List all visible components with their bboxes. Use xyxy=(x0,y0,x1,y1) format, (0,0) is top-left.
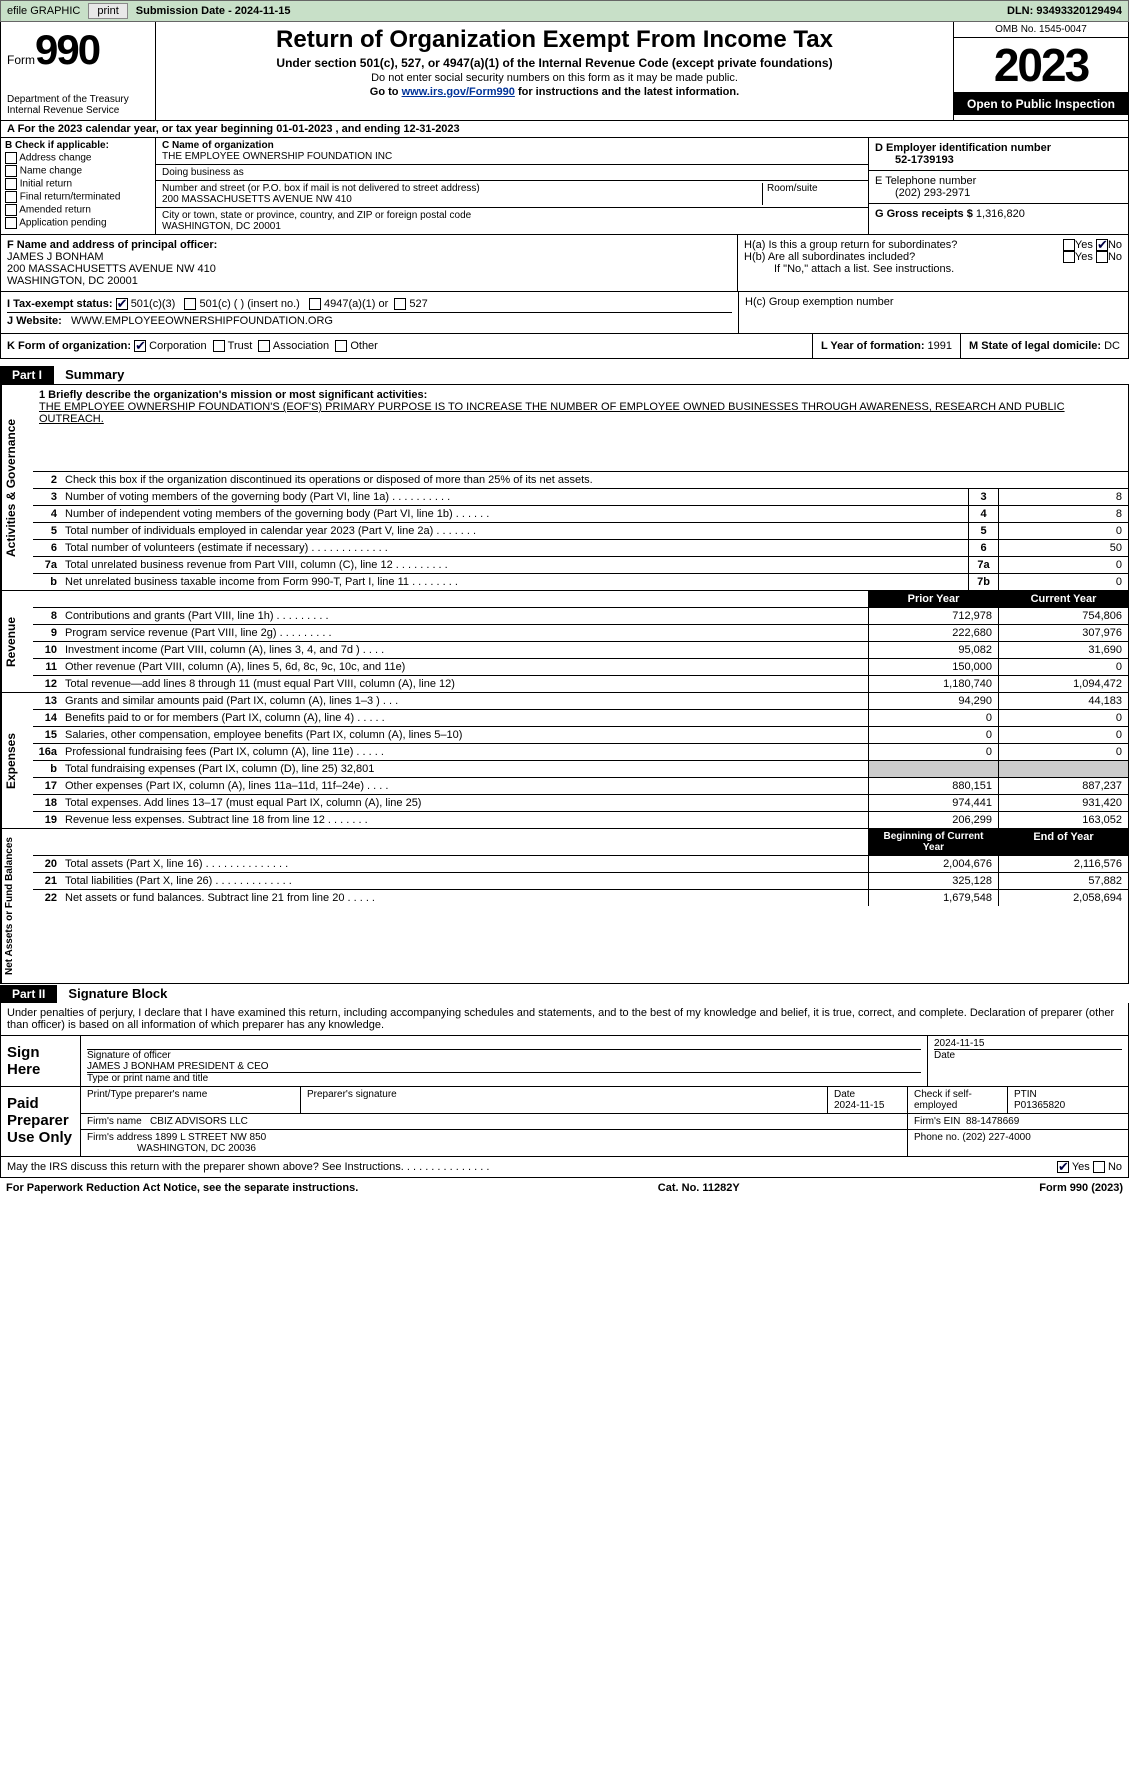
expenses-section: Expenses 13Grants and similar amounts pa… xyxy=(0,693,1129,829)
org-name: THE EMPLOYEE OWNERSHIP FOUNDATION INC xyxy=(162,151,862,162)
part-1-header: Part I Summary xyxy=(0,365,1129,384)
checkbox-4947[interactable] xyxy=(309,298,321,310)
summary-row: 13Grants and similar amounts paid (Part … xyxy=(33,693,1128,710)
sign-date: 2024-11-15 xyxy=(934,1038,1122,1050)
dln: DLN: 93493320129494 xyxy=(1007,5,1122,17)
submission-date: Submission Date - 2024-11-15 xyxy=(136,5,291,17)
summary-row: 21Total liabilities (Part X, line 26) . … xyxy=(33,873,1128,890)
page-title: Return of Organization Exempt From Incom… xyxy=(162,26,947,54)
checkbox-icon[interactable] xyxy=(5,178,17,190)
website-url: WWW.EMPLOYEEOWNERSHIPFOUNDATION.ORG xyxy=(71,315,333,327)
gross-receipts: 1,316,820 xyxy=(976,208,1025,220)
dept-treasury: Department of the Treasury Internal Reve… xyxy=(7,94,149,116)
summary-row: 19Revenue less expenses. Subtract line 1… xyxy=(33,812,1128,828)
org-address: 200 MASSACHUSETTS AVENUE NW 410 xyxy=(162,194,762,205)
section-f-h: F Name and address of principal officer:… xyxy=(0,235,1129,292)
firm-name: CBIZ ADVISORS LLC xyxy=(150,1116,248,1127)
form-number-box: Form990 Department of the Treasury Inter… xyxy=(1,22,156,120)
summary-row: 3Number of voting members of the governi… xyxy=(33,489,1128,506)
year-formation: 1991 xyxy=(928,340,952,352)
paid-preparer-block: Paid Preparer Use Only Print/Type prepar… xyxy=(0,1087,1129,1157)
org-city: WASHINGTON, DC 20001 xyxy=(162,221,862,232)
summary-row: 12Total revenue—add lines 8 through 11 (… xyxy=(33,676,1128,692)
efile-label: efile GRAPHIC xyxy=(7,5,80,17)
summary-row: 4Number of independent voting members of… xyxy=(33,506,1128,523)
box-f: F Name and address of principal officer:… xyxy=(1,235,738,291)
summary-row: 8Contributions and grants (Part VIII, li… xyxy=(33,608,1128,625)
checkbox-discuss-yes[interactable] xyxy=(1057,1161,1069,1173)
summary-row: 5Total number of individuals employed in… xyxy=(33,523,1128,540)
summary-row: 9Program service revenue (Part VIII, lin… xyxy=(33,625,1128,642)
summary-row: 7aTotal unrelated business revenue from … xyxy=(33,557,1128,574)
irs-link[interactable]: www.irs.gov/Form990 xyxy=(402,86,515,98)
ptin: P01365820 xyxy=(1014,1100,1065,1111)
checkbox-row: Final return/terminated xyxy=(5,191,151,203)
checkbox-hb-no[interactable] xyxy=(1096,251,1108,263)
ein: 52-1739193 xyxy=(875,154,1122,166)
checkbox-row: Application pending xyxy=(5,217,151,229)
discuss-row: May the IRS discuss this return with the… xyxy=(0,1157,1129,1178)
tax-year-period: A For the 2023 calendar year, or tax yea… xyxy=(0,121,1129,138)
year-box: OMB No. 1545-0047 2023 Open to Public In… xyxy=(953,22,1128,120)
perjury-statement: Under penalties of perjury, I declare th… xyxy=(0,1003,1129,1036)
checkbox-icon[interactable] xyxy=(5,217,17,229)
checkbox-icon[interactable] xyxy=(5,152,17,164)
summary-row: bNet unrelated business taxable income f… xyxy=(33,574,1128,590)
officer-name: JAMES J BONHAM xyxy=(7,251,731,263)
summary-row: bTotal fundraising expenses (Part IX, co… xyxy=(33,761,1128,778)
form-header: Form990 Department of the Treasury Inter… xyxy=(0,22,1129,121)
summary-row: 6Total number of volunteers (estimate if… xyxy=(33,540,1128,557)
form-title-box: Return of Organization Exempt From Incom… xyxy=(156,22,953,120)
section-b-through-g: B Check if applicable: Address change Na… xyxy=(0,138,1129,235)
officer-signature: JAMES J BONHAM PRESIDENT & CEO xyxy=(87,1061,921,1072)
part-2-header: Part II Signature Block xyxy=(0,984,1129,1003)
checkbox-row: Amended return xyxy=(5,204,151,216)
revenue-section: Revenue Prior YearCurrent Year 8Contribu… xyxy=(0,591,1129,693)
checkbox-icon[interactable] xyxy=(5,165,17,177)
checkbox-icon[interactable] xyxy=(5,191,17,203)
box-b: B Check if applicable: Address change Na… xyxy=(1,138,156,234)
summary-row: 16aProfessional fundraising fees (Part I… xyxy=(33,744,1128,761)
summary-row: 22Net assets or fund balances. Subtract … xyxy=(33,890,1128,906)
checkbox-trust[interactable] xyxy=(213,340,225,352)
box-c: C Name of organization THE EMPLOYEE OWNE… xyxy=(156,138,868,234)
summary-row: 17Other expenses (Part IX, column (A), l… xyxy=(33,778,1128,795)
efile-topbar: efile GRAPHIC print Submission Date - 20… xyxy=(0,0,1129,22)
checkbox-row: Address change xyxy=(5,152,151,164)
summary-row: 18Total expenses. Add lines 13–17 (must … xyxy=(33,795,1128,812)
summary-row: 20Total assets (Part X, line 16) . . . .… xyxy=(33,856,1128,873)
state-domicile: DC xyxy=(1104,340,1120,352)
checkbox-other[interactable] xyxy=(335,340,347,352)
summary-row: 10Investment income (Part VIII, column (… xyxy=(33,642,1128,659)
sign-here-block: Sign Here Signature of officer JAMES J B… xyxy=(0,1036,1129,1087)
firm-ein: 88-1478669 xyxy=(966,1116,1019,1127)
checkbox-discuss-no[interactable] xyxy=(1093,1161,1105,1173)
firm-phone: (202) 227-4000 xyxy=(962,1132,1030,1143)
summary-row: 15Salaries, other compensation, employee… xyxy=(33,727,1128,744)
summary-row: 14Benefits paid to or for members (Part … xyxy=(33,710,1128,727)
box-d-e-g: D Employer identification number 52-1739… xyxy=(868,138,1128,234)
page-footer: For Paperwork Reduction Act Notice, see … xyxy=(0,1178,1129,1198)
checkbox-ha-no[interactable] xyxy=(1096,239,1108,251)
telephone: (202) 293-2971 xyxy=(875,187,1122,199)
checkbox-corp[interactable] xyxy=(134,340,146,352)
section-k-l-m: K Form of organization: Corporation Trus… xyxy=(0,334,1129,359)
checkbox-ha-yes[interactable] xyxy=(1063,239,1075,251)
print-button[interactable]: print xyxy=(88,3,127,19)
checkbox-hb-yes[interactable] xyxy=(1063,251,1075,263)
activities-governance: Activities & Governance 1 Briefly descri… xyxy=(0,384,1129,591)
checkbox-icon[interactable] xyxy=(5,204,17,216)
checkbox-row: Name change xyxy=(5,165,151,177)
checkbox-501c[interactable] xyxy=(184,298,196,310)
checkbox-501c3[interactable] xyxy=(116,298,128,310)
checkbox-assoc[interactable] xyxy=(258,340,270,352)
section-i-j: I Tax-exempt status: 501(c)(3) 501(c) ( … xyxy=(0,292,1129,334)
mission-text: THE EMPLOYEE OWNERSHIP FOUNDATION'S (EOF… xyxy=(39,401,1122,425)
net-assets-section: Net Assets or Fund Balances Beginning of… xyxy=(0,829,1129,984)
summary-row: 11Other revenue (Part VIII, column (A), … xyxy=(33,659,1128,676)
checkbox-527[interactable] xyxy=(394,298,406,310)
checkbox-row: Initial return xyxy=(5,178,151,190)
box-h: H(a) Is this a group return for subordin… xyxy=(738,235,1128,291)
